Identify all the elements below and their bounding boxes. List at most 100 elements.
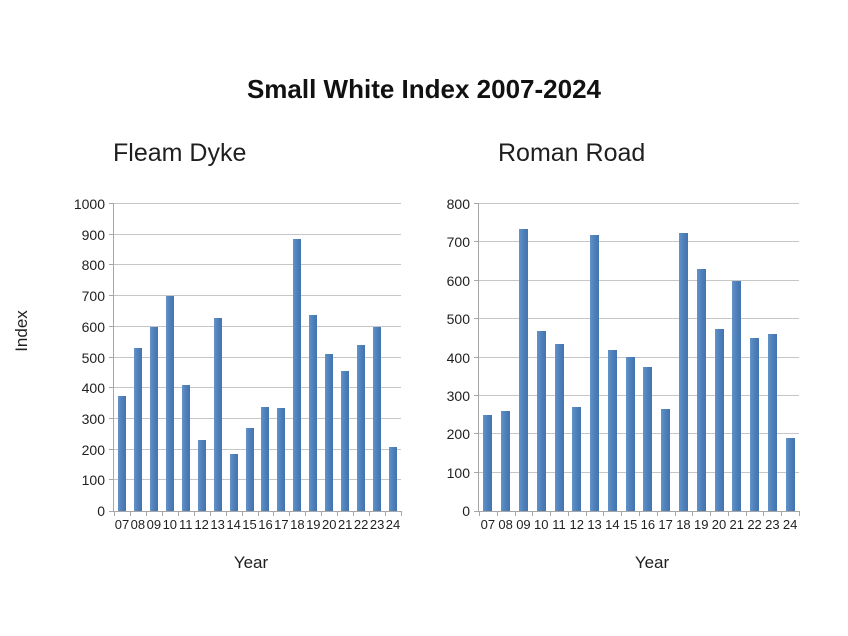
gridline: [479, 394, 799, 396]
gridline: [114, 233, 401, 235]
x-axis-tick: [369, 511, 370, 516]
bar: [309, 315, 317, 511]
y-axis-tick: [109, 417, 114, 419]
x-axis-tick: [146, 511, 147, 516]
bar: [341, 371, 349, 511]
bar: [389, 447, 397, 511]
gridline: [114, 387, 401, 389]
x-axis-tick: [242, 511, 243, 516]
x-axis-tick: [226, 511, 227, 516]
y-tick-label: 300: [81, 410, 105, 427]
x-axis-tick: [130, 511, 131, 516]
bar: [134, 348, 142, 511]
y-axis-tick: [474, 471, 479, 473]
y-axis-tick: [474, 203, 479, 204]
y-axis-title: Index: [12, 309, 31, 352]
bar: [501, 411, 510, 511]
x-axis-tick: [258, 511, 259, 516]
gridline: [479, 279, 799, 281]
gridline: [114, 325, 401, 327]
bar: [166, 296, 174, 511]
x-tick-label: 24: [782, 517, 798, 532]
bar: [715, 329, 724, 511]
x-tick-label: 16: [640, 517, 656, 532]
y-tick-label: 100: [446, 464, 470, 481]
x-tick-label: 22: [747, 517, 762, 532]
bar: [661, 409, 670, 511]
x-tick-label: 09: [146, 517, 162, 532]
gridline: [114, 203, 401, 204]
x-tick-label: 20: [711, 517, 727, 532]
x-tick-label: 13: [587, 517, 602, 532]
x-axis-tick: [337, 511, 338, 516]
bar: [697, 269, 706, 511]
bar: [293, 239, 301, 511]
bar: [732, 281, 741, 511]
bar: [373, 327, 381, 511]
y-axis-tick: [109, 264, 114, 266]
bar: [608, 350, 617, 511]
bar: [277, 408, 285, 511]
x-tick-label: 17: [658, 517, 673, 532]
roman-road-plot-area: 0 100 200 300 400 500 600 700 800 07 08 09 10 11 12 13 1…: [447, 196, 800, 532]
x-axis-tick: [781, 511, 782, 516]
x-tick-label: 14: [226, 517, 241, 532]
y-axis-tick: [474, 279, 479, 281]
y-axis-tick: [109, 233, 114, 235]
y-axis-tick: [474, 394, 479, 396]
x-axis-tick: [746, 511, 747, 516]
x-axis-tick: [568, 511, 569, 516]
y-tick-label: 600: [81, 318, 105, 335]
x-axis-title-fleam-dyke: Year: [233, 553, 269, 572]
y-tick-label: 700: [81, 288, 105, 305]
y-axis-tick: [109, 448, 114, 450]
x-tick-label: 11: [552, 517, 566, 532]
x-tick-label: 10: [533, 517, 549, 532]
bar: [325, 354, 333, 511]
gridline: [479, 433, 799, 435]
x-tick-label: 14: [605, 517, 620, 532]
chart-title-roman-road: Roman Road: [498, 139, 646, 167]
y-tick-label: 400: [81, 380, 105, 397]
y-tick-label: 800: [446, 196, 470, 212]
y-axis-tick: [109, 511, 114, 512]
x-tick-label: 07: [480, 517, 496, 532]
x-axis-tick: [603, 511, 604, 516]
x-axis-tick: [385, 511, 386, 516]
x-axis-tick: [210, 511, 211, 516]
x-axis-tick: [401, 511, 402, 516]
bar: [768, 334, 777, 511]
x-axis-tick: [728, 511, 729, 516]
gridline: [114, 448, 401, 450]
x-axis-tick: [305, 511, 306, 516]
x-axis-tick: [621, 511, 622, 516]
y-axis-tick: [474, 318, 479, 320]
x-tick-label: 22: [353, 517, 369, 532]
y-tick-label: 500: [446, 311, 470, 328]
bar: [198, 440, 206, 511]
y-axis-tick: [109, 295, 114, 297]
y-tick-label: 200: [81, 441, 105, 458]
bar: [590, 235, 599, 511]
y-tick-label: 400: [446, 349, 470, 366]
y-axis-tick: [109, 325, 114, 327]
y-tick-label: 700: [446, 234, 470, 251]
x-axis-tick: [114, 511, 115, 516]
x-tick-label: 10: [162, 517, 178, 532]
y-axis-tick: [109, 387, 114, 389]
gridline: [479, 356, 799, 358]
x-tick-label: 15: [622, 517, 638, 532]
x-tick-label: 08: [130, 517, 146, 532]
x-tick-label: 07: [114, 517, 130, 532]
y-tick-label: 100: [81, 472, 105, 489]
y-tick-label: 500: [81, 349, 105, 366]
x-tick-label: 12: [194, 517, 209, 532]
gridline: [114, 356, 401, 358]
bar: [626, 357, 635, 511]
y-axis-tick: [474, 511, 479, 512]
gridline: [479, 241, 799, 243]
x-tick-label: 21: [337, 517, 353, 532]
bar: [643, 367, 652, 511]
bar: [537, 331, 546, 511]
